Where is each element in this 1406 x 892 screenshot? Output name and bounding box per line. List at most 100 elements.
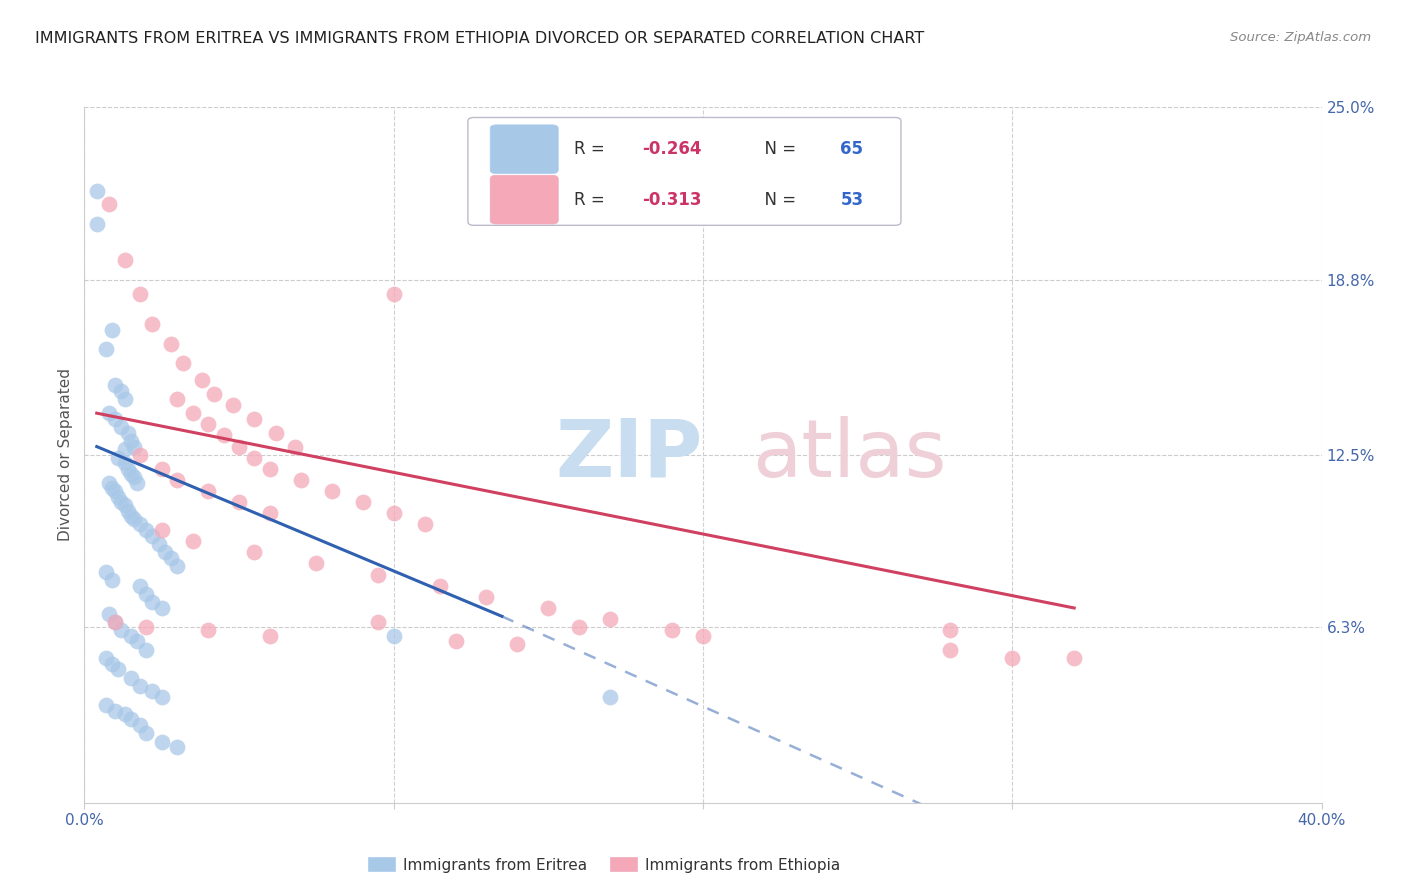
Point xyxy=(259,462,281,476)
Point xyxy=(141,528,163,542)
Point xyxy=(166,392,188,407)
Point xyxy=(367,615,389,629)
Point xyxy=(101,573,124,587)
Point xyxy=(166,559,188,574)
Point xyxy=(135,726,157,740)
Point xyxy=(305,557,328,571)
Point xyxy=(181,406,204,420)
Point xyxy=(114,456,136,470)
Point xyxy=(197,417,219,432)
Point xyxy=(129,517,152,532)
Point xyxy=(228,495,250,509)
Text: ZIP: ZIP xyxy=(555,416,703,494)
Point xyxy=(150,734,173,748)
Point xyxy=(120,467,142,482)
Point xyxy=(153,545,176,559)
Point xyxy=(202,386,225,401)
Point xyxy=(243,411,266,425)
Point xyxy=(228,440,250,454)
Point xyxy=(150,462,173,476)
Point xyxy=(321,484,343,499)
Point xyxy=(135,587,157,601)
Point xyxy=(506,637,529,651)
Point xyxy=(150,601,173,615)
Point xyxy=(284,440,307,454)
Point xyxy=(129,579,152,593)
Point xyxy=(104,704,127,718)
Point xyxy=(259,629,281,643)
Point xyxy=(120,509,142,524)
Point xyxy=(413,517,436,532)
Point xyxy=(352,495,374,509)
Point xyxy=(181,534,204,549)
Point xyxy=(135,523,157,537)
Point xyxy=(692,629,714,643)
Legend: Immigrants from Eritrea, Immigrants from Ethiopia: Immigrants from Eritrea, Immigrants from… xyxy=(361,851,846,879)
Point xyxy=(150,523,173,537)
Point xyxy=(444,634,467,648)
Point xyxy=(107,490,129,504)
Point xyxy=(104,615,127,629)
Point xyxy=(148,537,170,551)
Point xyxy=(141,595,163,609)
Point xyxy=(259,507,281,521)
Point xyxy=(98,197,121,211)
FancyBboxPatch shape xyxy=(491,125,558,174)
Point xyxy=(117,425,139,440)
Text: N =: N = xyxy=(754,191,801,209)
Point xyxy=(129,718,152,732)
Point xyxy=(243,450,266,465)
Point xyxy=(135,620,157,634)
Point xyxy=(599,690,621,704)
Point xyxy=(114,706,136,721)
Point xyxy=(117,462,139,476)
Point xyxy=(98,607,121,621)
Point xyxy=(429,579,451,593)
Point xyxy=(114,253,136,268)
FancyBboxPatch shape xyxy=(468,118,901,226)
Point xyxy=(939,624,962,638)
Text: 65: 65 xyxy=(841,140,863,158)
Point xyxy=(120,434,142,448)
Point xyxy=(101,481,124,495)
Point xyxy=(243,545,266,559)
Point xyxy=(104,484,127,499)
Point xyxy=(110,384,132,398)
Point xyxy=(94,698,117,713)
Text: 53: 53 xyxy=(841,191,863,209)
Point xyxy=(264,425,287,440)
Point xyxy=(129,286,152,301)
Point xyxy=(94,565,117,579)
Point xyxy=(122,470,145,484)
Point xyxy=(129,679,152,693)
Point xyxy=(367,567,389,582)
Text: IMMIGRANTS FROM ERITREA VS IMMIGRANTS FROM ETHIOPIA DIVORCED OR SEPARATED CORREL: IMMIGRANTS FROM ERITREA VS IMMIGRANTS FR… xyxy=(35,31,924,46)
Text: R =: R = xyxy=(574,140,610,158)
Point xyxy=(939,642,962,657)
Point xyxy=(382,629,405,643)
Point xyxy=(110,624,132,638)
Point xyxy=(222,398,245,412)
Point xyxy=(94,651,117,665)
Point xyxy=(125,475,148,490)
Text: R =: R = xyxy=(574,191,610,209)
Point xyxy=(101,323,124,337)
Text: N =: N = xyxy=(754,140,801,158)
Text: atlas: atlas xyxy=(752,416,946,494)
Point xyxy=(160,550,183,565)
Point xyxy=(166,473,188,487)
Point xyxy=(150,690,173,704)
Point xyxy=(101,657,124,671)
Point xyxy=(98,475,121,490)
Point xyxy=(110,420,132,434)
Point xyxy=(86,217,108,231)
Point xyxy=(172,356,194,370)
Point xyxy=(197,624,219,638)
Point xyxy=(122,440,145,454)
Point xyxy=(117,503,139,517)
Point xyxy=(141,684,163,698)
Point xyxy=(382,286,405,301)
Point xyxy=(1001,651,1024,665)
Point xyxy=(107,662,129,676)
Point xyxy=(125,634,148,648)
